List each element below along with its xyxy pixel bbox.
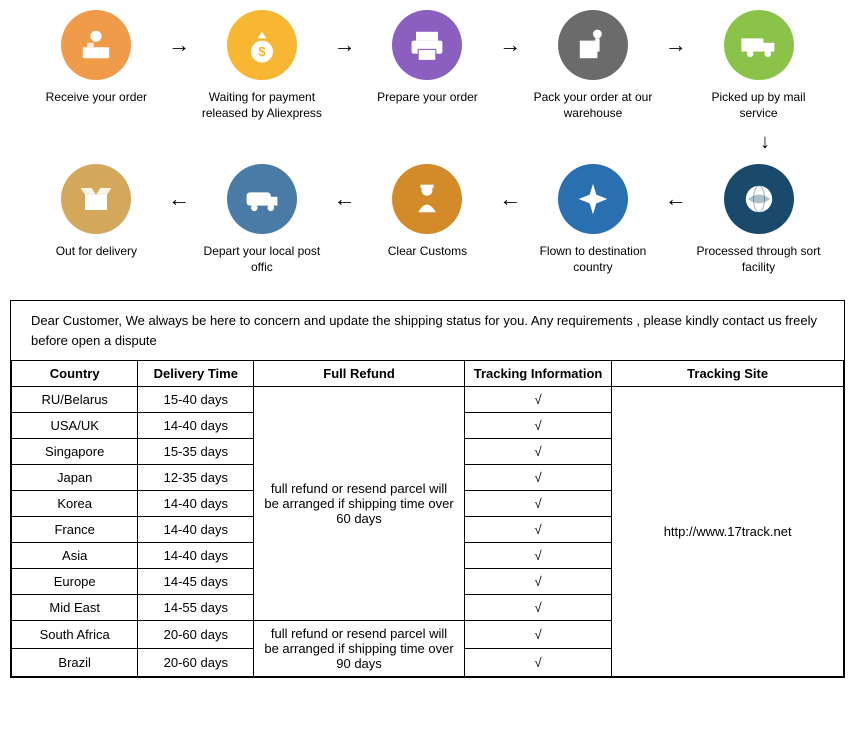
- step-receive-order: Receive your order: [31, 10, 161, 106]
- cell-delivery: 14-40 days: [138, 413, 254, 439]
- header-site: Tracking Site: [612, 361, 844, 387]
- cell-tracking: √: [464, 569, 611, 595]
- cell-refund-90: full refund or resend parcel will be arr…: [254, 621, 465, 677]
- cell-delivery: 12-35 days: [138, 465, 254, 491]
- globe-icon: [724, 164, 794, 234]
- cell-country: France: [12, 517, 138, 543]
- cell-delivery: 14-40 days: [138, 543, 254, 569]
- table-body: RU/Belarus15-40 daysfull refund or resen…: [12, 387, 844, 677]
- step-label: Depart your local post offic: [197, 244, 327, 275]
- step-label: Flown to destination country: [528, 244, 658, 275]
- flow-row-bottom: Out for delivery ← Depart your local pos…: [10, 164, 845, 275]
- cell-country: South Africa: [12, 621, 138, 649]
- person-desk-icon: [61, 10, 131, 80]
- step-pack-order: Pack your order at our warehouse: [528, 10, 658, 121]
- svg-text:$: $: [258, 44, 266, 59]
- step-label: Out for delivery: [56, 244, 137, 260]
- header-country: Country: [12, 361, 138, 387]
- printer-icon: [392, 10, 462, 80]
- cell-tracking: √: [464, 387, 611, 413]
- shipping-flow: Receive your order → $ Waiting for payme…: [10, 10, 845, 275]
- step-clear-customs: Clear Customs: [362, 164, 492, 260]
- arrow-right-icon: →: [330, 10, 360, 80]
- step-picked-up: Picked up by mail service: [694, 10, 824, 121]
- step-label: Pack your order at our warehouse: [528, 90, 658, 121]
- step-label: Prepare your order: [377, 90, 478, 106]
- box-pack-icon: [558, 10, 628, 80]
- step-prepare-order: Prepare your order: [362, 10, 492, 106]
- cell-delivery: 14-40 days: [138, 517, 254, 543]
- step-label: Receive your order: [46, 90, 147, 106]
- step-flown: Flown to destination country: [528, 164, 658, 275]
- cell-tracking: √: [464, 621, 611, 649]
- cell-delivery: 20-60 days: [138, 621, 254, 649]
- notice-box: Dear Customer, We always be here to conc…: [10, 300, 845, 678]
- table-header-row: Country Delivery Time Full Refund Tracki…: [12, 361, 844, 387]
- cell-country: Europe: [12, 569, 138, 595]
- shipping-table: Country Delivery Time Full Refund Tracki…: [11, 360, 844, 677]
- step-label: Waiting for payment released by Aliexpre…: [197, 90, 327, 121]
- box-open-icon: [61, 164, 131, 234]
- step-label: Processed through sort facility: [694, 244, 824, 275]
- cell-tracking: √: [464, 649, 611, 677]
- step-label: Clear Customs: [388, 244, 467, 260]
- cell-tracking: √: [464, 595, 611, 621]
- cell-country: Korea: [12, 491, 138, 517]
- van-icon: [227, 164, 297, 234]
- cell-delivery: 20-60 days: [138, 649, 254, 677]
- header-delivery: Delivery Time: [138, 361, 254, 387]
- cell-delivery: 14-45 days: [138, 569, 254, 595]
- step-label: Picked up by mail service: [694, 90, 824, 121]
- customs-officer-icon: [392, 164, 462, 234]
- cell-delivery: 14-40 days: [138, 491, 254, 517]
- cell-tracking: √: [464, 491, 611, 517]
- arrow-right-icon: →: [661, 10, 691, 80]
- cell-country: Mid East: [12, 595, 138, 621]
- cell-tracking-site: http://www.17track.net: [612, 387, 844, 677]
- cell-country: USA/UK: [12, 413, 138, 439]
- arrow-right-icon: →: [164, 10, 194, 80]
- cell-refund-60: full refund or resend parcel will be arr…: [254, 387, 465, 621]
- cell-country: Brazil: [12, 649, 138, 677]
- money-bag-icon: $: [227, 10, 297, 80]
- arrow-left-icon: ←: [164, 164, 194, 234]
- header-refund: Full Refund: [254, 361, 465, 387]
- flow-row-top: Receive your order → $ Waiting for payme…: [10, 10, 845, 121]
- cell-country: Japan: [12, 465, 138, 491]
- cell-country: Singapore: [12, 439, 138, 465]
- step-sort-facility: Processed through sort facility: [694, 164, 824, 275]
- customer-notice: Dear Customer, We always be here to conc…: [11, 301, 844, 360]
- table-row: RU/Belarus15-40 daysfull refund or resen…: [12, 387, 844, 413]
- cell-tracking: √: [464, 465, 611, 491]
- truck-icon: [724, 10, 794, 80]
- cell-delivery: 15-35 days: [138, 439, 254, 465]
- cell-tracking: √: [464, 439, 611, 465]
- airplane-icon: [558, 164, 628, 234]
- step-out-for-delivery: Out for delivery: [31, 164, 161, 260]
- arrow-down-icon: ↓: [10, 131, 845, 154]
- cell-tracking: √: [464, 413, 611, 439]
- cell-delivery: 15-40 days: [138, 387, 254, 413]
- cell-delivery: 14-55 days: [138, 595, 254, 621]
- cell-country: Asia: [12, 543, 138, 569]
- step-waiting-payment: $ Waiting for payment released by Aliexp…: [197, 10, 327, 121]
- arrow-left-icon: ←: [495, 164, 525, 234]
- arrow-left-icon: ←: [330, 164, 360, 234]
- step-depart-post: Depart your local post offic: [197, 164, 327, 275]
- header-tracking: Tracking Information: [464, 361, 611, 387]
- cell-tracking: √: [464, 543, 611, 569]
- cell-country: RU/Belarus: [12, 387, 138, 413]
- cell-tracking: √: [464, 517, 611, 543]
- arrow-right-icon: →: [495, 10, 525, 80]
- arrow-left-icon: ←: [661, 164, 691, 234]
